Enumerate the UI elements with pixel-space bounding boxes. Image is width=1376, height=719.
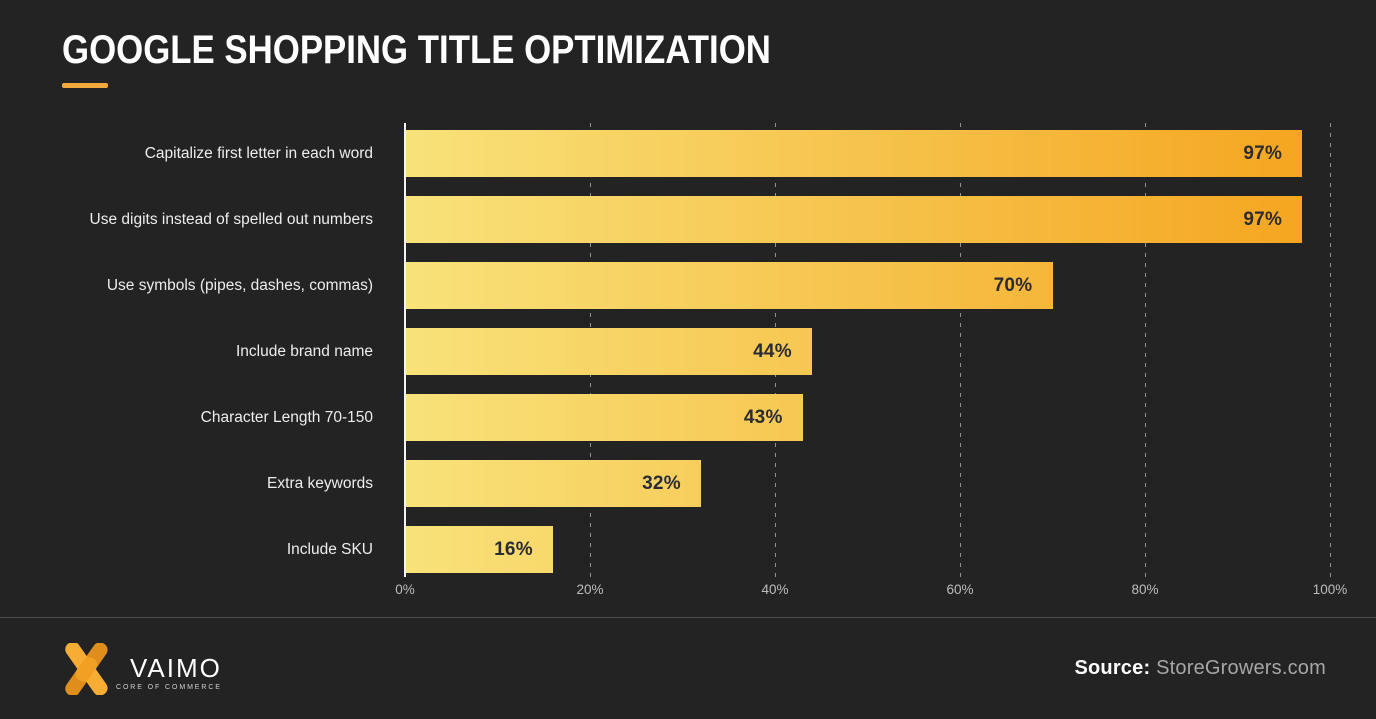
brand-name: VAIMO <box>130 652 222 683</box>
header: GOOGLE SHOPPING TITLE OPTIMIZATION <box>62 28 877 88</box>
bar-value-label: 70% <box>993 274 1033 296</box>
gridline <box>1145 123 1146 577</box>
category-label: Extra keywords <box>267 475 373 492</box>
bar-value-label: 44% <box>753 340 792 362</box>
gridline <box>960 123 961 577</box>
brand-tagline: CORE OF COMMERCE <box>116 683 222 691</box>
footer-divider <box>0 617 1376 618</box>
category-label: Use symbols (pipes, dashes, commas) <box>106 277 373 294</box>
x-tick-label: 0% <box>395 582 415 597</box>
source-value: StoreGrowers.com <box>1150 657 1326 679</box>
bar: 16% <box>405 526 553 573</box>
bar: 97% <box>405 130 1303 177</box>
footer: VAIMO CORE OF COMMERCE Source: StoreGrow… <box>62 618 1326 719</box>
title-underline-accent <box>62 83 108 88</box>
x-tick-label: 20% <box>576 582 604 597</box>
bar: 70% <box>405 262 1053 309</box>
category-label: Character Length 70-150 <box>200 409 373 426</box>
category-label: Capitalize first letter in each word <box>144 145 373 162</box>
category-label: Include brand name <box>235 343 373 360</box>
chart-title: GOOGLE SHOPPING TITLE OPTIMIZATION <box>62 28 771 72</box>
vaimo-logo: VAIMO CORE OF COMMERCE <box>62 642 222 695</box>
source-credit: Source: StoreGrowers.com <box>1074 657 1326 680</box>
x-tick-label: 60% <box>946 582 974 597</box>
source-label: Source: <box>1074 657 1151 679</box>
bar: 43% <box>405 394 803 441</box>
x-tick-label: 100% <box>1312 582 1348 597</box>
plot-area: 97% 97% 70% 44% 43% 32% 16% 0% 20% 40% 60% 80% 100% <box>395 123 1347 597</box>
brand-text: VAIMO CORE OF COMMERCE <box>116 655 222 691</box>
y-axis-line <box>404 123 406 577</box>
x-tick-label: 80% <box>1131 582 1159 597</box>
bar: 44% <box>405 328 812 375</box>
vaimo-x-icon <box>65 642 108 695</box>
bar-value-label: 32% <box>642 472 681 494</box>
bar-value-label: 97% <box>1243 208 1283 230</box>
bar-value-label: 97% <box>1243 142 1283 164</box>
bar: 97% <box>405 196 1303 243</box>
gridline <box>1330 123 1331 577</box>
bar-value-label: 43% <box>743 406 783 428</box>
bar: 32% <box>405 460 701 507</box>
x-tick-label: 40% <box>761 582 789 597</box>
category-label: Use digits instead of spelled out number… <box>89 211 373 228</box>
category-label: Include SKU <box>286 541 373 558</box>
category-labels: Capitalize first letter in each word Use … <box>0 123 405 577</box>
bar-value-label: 16% <box>494 538 533 560</box>
